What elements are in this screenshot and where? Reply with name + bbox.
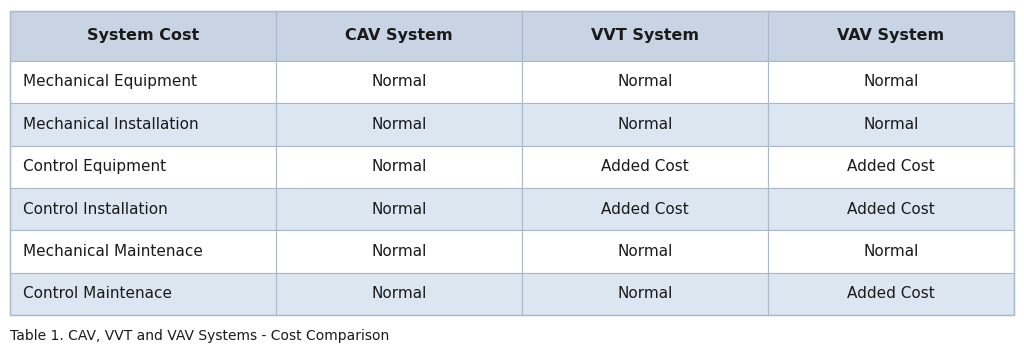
Bar [10, 11, 276, 61]
Text: Control Installation: Control Installation [23, 202, 167, 217]
Text: Normal: Normal [617, 244, 673, 259]
Bar [276, 188, 522, 230]
Text: Added Cost: Added Cost [847, 286, 935, 301]
Text: Added Cost: Added Cost [847, 159, 935, 174]
Bar [522, 11, 768, 61]
Text: VVT System: VVT System [591, 28, 699, 43]
Bar [768, 230, 1014, 273]
Text: Normal: Normal [372, 117, 427, 132]
Text: Mechanical Equipment: Mechanical Equipment [23, 74, 197, 90]
Text: System Cost: System Cost [87, 28, 200, 43]
Text: Normal: Normal [372, 74, 427, 90]
Text: Control Maintenace: Control Maintenace [23, 286, 172, 301]
Bar [522, 145, 768, 188]
Bar [10, 61, 276, 103]
Text: VAV System: VAV System [838, 28, 944, 43]
Text: Normal: Normal [863, 117, 919, 132]
Text: Mechanical Maintenace: Mechanical Maintenace [23, 244, 203, 259]
Text: Mechanical Installation: Mechanical Installation [23, 117, 199, 132]
Bar [768, 11, 1014, 61]
Text: Normal: Normal [617, 286, 673, 301]
Text: Added Cost: Added Cost [601, 202, 689, 217]
Text: CAV System: CAV System [345, 28, 453, 43]
Bar [768, 61, 1014, 103]
Bar [522, 103, 768, 145]
Bar [276, 230, 522, 273]
Text: Control Equipment: Control Equipment [23, 159, 166, 174]
Bar [10, 230, 276, 273]
Bar [276, 273, 522, 315]
Bar [10, 188, 276, 230]
Bar [768, 145, 1014, 188]
Text: Normal: Normal [617, 74, 673, 90]
Bar [768, 188, 1014, 230]
Bar [522, 273, 768, 315]
Bar [276, 61, 522, 103]
Bar [276, 145, 522, 188]
Text: Table 1. CAV, VVT and VAV Systems - Cost Comparison: Table 1. CAV, VVT and VAV Systems - Cost… [10, 329, 389, 343]
Text: Added Cost: Added Cost [847, 202, 935, 217]
Text: Normal: Normal [372, 159, 427, 174]
Text: Added Cost: Added Cost [601, 159, 689, 174]
Text: Normal: Normal [863, 74, 919, 90]
Bar [522, 61, 768, 103]
Bar [10, 103, 276, 145]
Bar [10, 11, 1014, 315]
Text: Normal: Normal [372, 244, 427, 259]
Bar [522, 230, 768, 273]
Bar [276, 11, 522, 61]
Text: Normal: Normal [617, 117, 673, 132]
Bar [10, 273, 276, 315]
Bar [276, 103, 522, 145]
Text: Normal: Normal [372, 286, 427, 301]
Bar [768, 273, 1014, 315]
Bar [10, 145, 276, 188]
Text: Normal: Normal [863, 244, 919, 259]
Bar [768, 103, 1014, 145]
Text: Normal: Normal [372, 202, 427, 217]
Bar [522, 188, 768, 230]
